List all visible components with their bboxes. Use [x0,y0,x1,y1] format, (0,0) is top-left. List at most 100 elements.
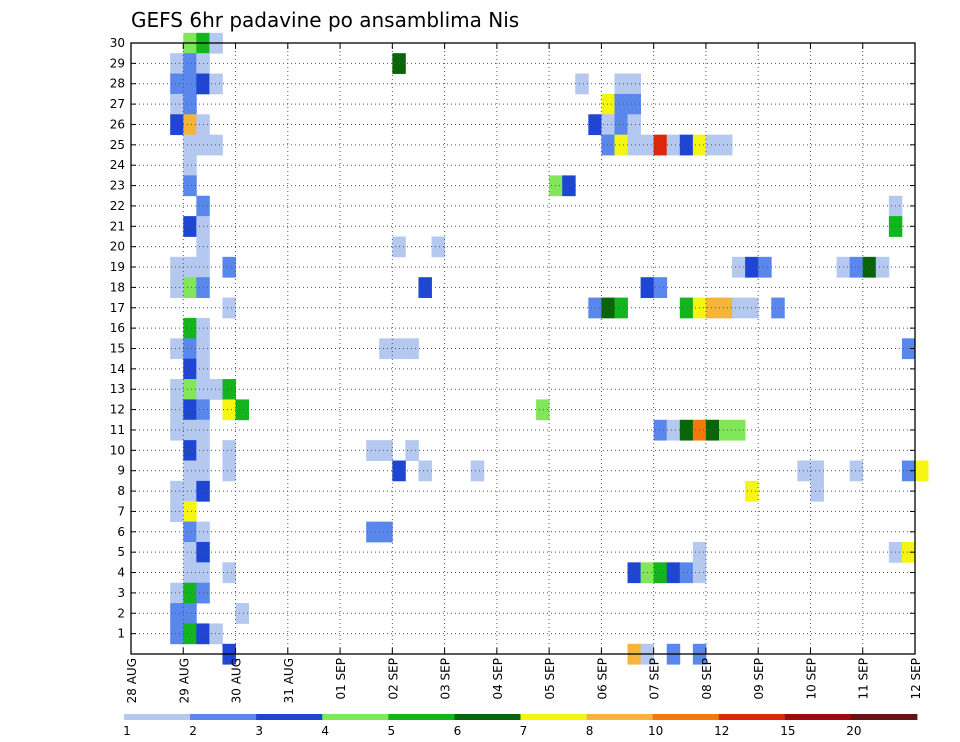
x-tick-label: 07 SEP [648,658,662,700]
heatmap-cell [170,73,184,95]
legend-swatch [322,714,389,720]
heatmap-cell [183,379,197,400]
legend-label: 6 [454,724,462,738]
x-axis-ticks: 28 AUG 29 AUG 30 AUG 31 AUG 01 SEP 02 SEP 03 S… [125,43,923,703]
heatmap-cell [732,256,746,278]
legend-swatch [718,714,786,720]
x-tick-label: 31 AUG [282,658,296,703]
heatmap-cell [732,419,746,441]
x-tick-label: 09 SEP [752,658,766,700]
heatmap-cell [183,358,197,380]
x-tick-label: 04 SEP [491,658,505,700]
y-tick-label: 24 [110,158,125,172]
legend-label: 2 [189,724,197,738]
y-tick-label: 8 [117,484,125,498]
heatmap-cell [183,175,197,197]
y-tick-label: 30 [110,36,125,50]
heatmap-cell [797,460,811,482]
heatmap-cell [653,419,668,441]
heatmap-cell [405,440,419,461]
heatmap-cell [679,297,694,319]
heatmap-cell [235,603,249,624]
legend-label: 10 [648,724,663,738]
y-tick-label: 5 [117,545,125,559]
heatmap-cell [601,297,615,319]
heatmap-cell [379,440,393,461]
x-tick-label: 02 SEP [386,658,400,700]
heatmap-cell [209,379,223,400]
legend-swatch [388,714,455,720]
heatmap-cell [771,297,785,319]
heatmap-cell [379,521,393,543]
heatmap-cell [849,460,864,482]
x-tick-label: 08 SEP [700,658,714,700]
heatmap-cell [653,134,668,156]
legend-label: 12 [714,724,729,738]
heatmap-cell [627,562,641,584]
heatmap-cell [679,134,694,156]
heatmap-cell [209,134,223,156]
heatmap-cell [170,379,184,400]
y-tick-label: 1 [117,627,125,641]
heatmap-cell [170,419,184,441]
heatmap-cell [705,134,720,156]
x-tick-label: 28 AUG [125,658,139,703]
heatmap-cell [379,338,393,360]
heatmap-cell [183,480,197,502]
heatmap-cell [601,93,615,115]
heatmap-cell [614,297,628,319]
y-tick-label: 6 [117,525,125,539]
heatmap-cell [183,338,197,360]
legend-label: 15 [780,724,795,738]
heatmap-cell [222,440,236,461]
heatmap-cell [627,73,641,95]
legend-label: 8 [586,724,594,738]
heatmap-cell [183,582,197,604]
heatmap-cell [170,501,184,523]
heatmap-cell [431,236,445,258]
heatmap-cell [705,419,720,441]
heatmap-cell [719,134,733,156]
x-tick-label: 06 SEP [595,658,609,700]
heatmap-cell [614,93,628,115]
x-tick-label: 30 AUG [230,658,244,703]
heatmap-cell [183,460,197,482]
heatmap-cell [418,460,432,482]
y-tick-label: 23 [110,179,125,193]
heatmap-cell [222,297,236,319]
heatmap-cell [732,297,746,319]
heatmap-cell [601,114,615,136]
x-tick-label: 05 SEP [543,658,557,700]
heatmap-cell [366,440,380,461]
heatmap-cell [183,73,197,95]
legend-swatch [586,714,654,720]
heatmap-cell [653,277,668,298]
heatmap-cell [810,480,824,502]
heatmap-cell [627,114,641,136]
heatmap-cell [183,501,197,523]
x-tick-label: 01 SEP [334,658,348,700]
y-tick-label: 17 [110,301,125,315]
x-tick-label: 03 SEP [439,658,453,700]
heatmap-cell [170,623,184,645]
heatmap-cell [183,114,197,136]
heatmap-cell [901,460,916,482]
heatmap-cell [627,134,641,156]
heatmap-cell [183,541,197,563]
heatmap-cell [366,521,380,543]
heatmap-cell [183,562,197,584]
y-tick-label: 28 [110,77,125,91]
heatmap-cell [679,419,694,441]
heatmap-cell [209,623,223,645]
heatmap-cell [222,460,236,482]
heatmap-cell [183,256,197,278]
legend-label: 1 [123,724,131,738]
heatmap-cell [418,277,432,298]
y-tick-label: 19 [110,260,125,274]
heatmap-cell [679,562,694,584]
heatmap-cell [183,134,197,156]
y-tick-label: 22 [110,199,125,213]
heatmap-cell [758,256,772,278]
heatmap-cell [614,134,628,156]
heatmap-cell [183,155,197,176]
